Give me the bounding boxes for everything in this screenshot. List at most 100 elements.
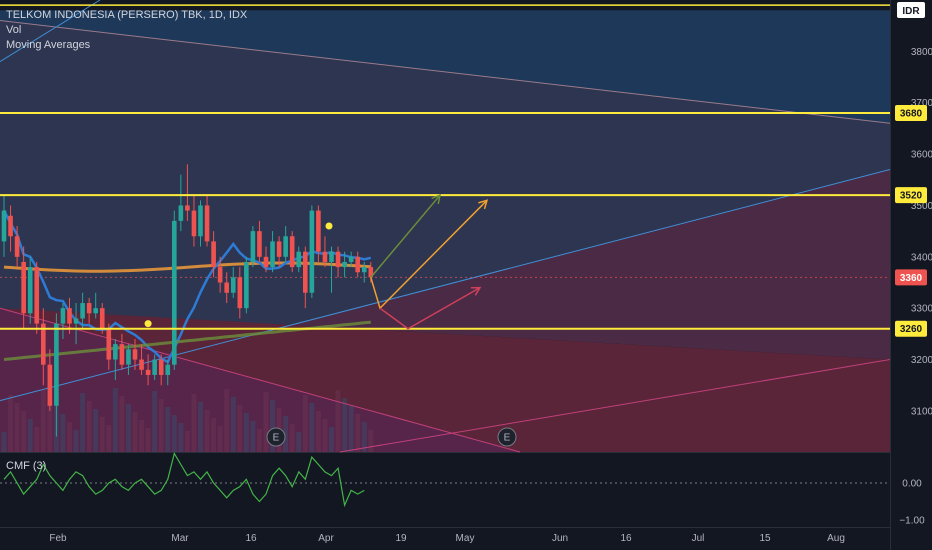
candle-body	[283, 236, 288, 257]
candle-body	[47, 364, 53, 406]
upper-trend-line	[0, 20, 891, 124]
projection-arrow-orange-head	[478, 199, 489, 210]
candle-body	[86, 303, 92, 314]
moving-averages-label[interactable]: Moving Averages	[6, 39, 91, 51]
candle-body	[126, 349, 131, 365]
candle-body	[1, 210, 7, 242]
volume-bar	[211, 418, 217, 452]
candle-body	[191, 210, 197, 237]
candle-body	[329, 251, 334, 262]
volume-bar	[14, 403, 20, 452]
candle-body	[14, 236, 20, 257]
volume-bar	[348, 406, 354, 452]
candle-body	[322, 251, 328, 262]
upper-blue-zone	[0, 10, 890, 124]
volume-bar	[361, 422, 367, 452]
candle-body	[198, 205, 203, 237]
volume-bar	[106, 425, 112, 452]
price-tag-text: 3260	[900, 324, 923, 335]
projection-arrow-red-head	[470, 286, 482, 296]
volume-bar	[112, 388, 118, 452]
price-tick-label: 3800	[911, 47, 932, 58]
volume-bar	[217, 426, 223, 452]
price-tick-label: 3700	[911, 98, 932, 109]
candle-body	[296, 251, 302, 268]
candle-body	[73, 318, 79, 324]
volume-bars	[1, 388, 374, 452]
volume-bar	[198, 402, 203, 452]
volume-bar	[60, 414, 66, 452]
projection-arrow-green	[370, 194, 441, 278]
candle-body	[113, 344, 118, 360]
earnings-circle	[266, 427, 286, 447]
volume-bar	[283, 416, 289, 452]
price-axis[interactable]: 3100 3200 3300 3400 3500 3600 3700 3800 IDR 3520 3…	[890, 0, 932, 550]
price-tag-bg	[895, 105, 927, 121]
volume-bar	[125, 404, 131, 452]
candle-body	[250, 231, 256, 262]
candle-body	[178, 205, 184, 221]
volume-bar	[342, 398, 348, 452]
price-tag-3360: 3360	[895, 269, 927, 286]
candle-body	[132, 349, 138, 360]
candle-body	[27, 267, 33, 314]
price-tag-bg	[895, 320, 927, 337]
cmf-indicator-label[interactable]: CMF (3)	[6, 460, 47, 472]
volume-bar	[119, 396, 125, 452]
marker-dot	[325, 222, 333, 230]
price-tag-bg	[895, 269, 927, 286]
candles	[1, 164, 374, 437]
volume-bar	[80, 393, 86, 452]
candle-body	[355, 256, 360, 273]
volume-bar	[191, 394, 197, 452]
time-tick-label: Aug	[827, 533, 845, 544]
volume-bar	[322, 419, 328, 452]
candle-body	[316, 210, 321, 252]
symbol-title[interactable]: TELKOM INDONESIA (PERSERO) TBK, 1D, IDX	[6, 9, 248, 21]
volume-indicator-label[interactable]: Vol	[6, 24, 22, 36]
volume-bar	[21, 411, 27, 452]
volume-bar	[184, 431, 190, 452]
candle-body	[204, 205, 210, 242]
cmf-bg	[0, 452, 932, 550]
price-tag-3680: 3680	[895, 105, 927, 121]
price-tag-3260: 3260	[895, 320, 927, 337]
currency-tag-text: IDR	[902, 6, 920, 17]
candle-body	[119, 344, 125, 365]
projection-arrow-green-head	[431, 193, 442, 205]
price-tick-label: 3500	[911, 201, 932, 212]
volume-bar	[178, 423, 184, 452]
volume-bar	[335, 390, 341, 452]
price-tag-text: 3680	[900, 109, 923, 120]
price-tick-label: 3100	[911, 406, 932, 417]
candle-body	[289, 236, 295, 268]
volume-bar	[296, 432, 302, 452]
cmf-line	[3, 451, 365, 508]
cmf-pane	[0, 451, 890, 508]
volume-bar	[224, 389, 230, 452]
earnings-marker: E	[266, 427, 286, 447]
top-blue-line	[0, 0, 101, 63]
volume-bar	[315, 411, 321, 452]
time-tick-label: Jul	[692, 533, 705, 544]
volume-bar	[270, 400, 276, 452]
volume-bar	[86, 401, 92, 452]
candle-body	[8, 215, 13, 237]
volume-bar	[1, 432, 7, 452]
volume-bar	[309, 403, 315, 452]
time-axis[interactable]: Feb Mar 16 Apr 19 May Jun 16 Jul 15 Aug	[0, 527, 890, 545]
candle-body	[276, 241, 282, 257]
candle-body	[34, 267, 40, 324]
currency-tag: IDR	[897, 2, 925, 18]
candle-body	[224, 282, 229, 293]
candle-body	[257, 231, 262, 257]
down-trend-line	[0, 307, 521, 453]
marker-dot	[144, 320, 152, 328]
projection-arrow-red	[379, 286, 481, 330]
rising-red-line	[339, 359, 891, 453]
volume-bar	[93, 409, 99, 452]
volume-bar	[263, 392, 269, 452]
volume-bar	[47, 398, 53, 452]
